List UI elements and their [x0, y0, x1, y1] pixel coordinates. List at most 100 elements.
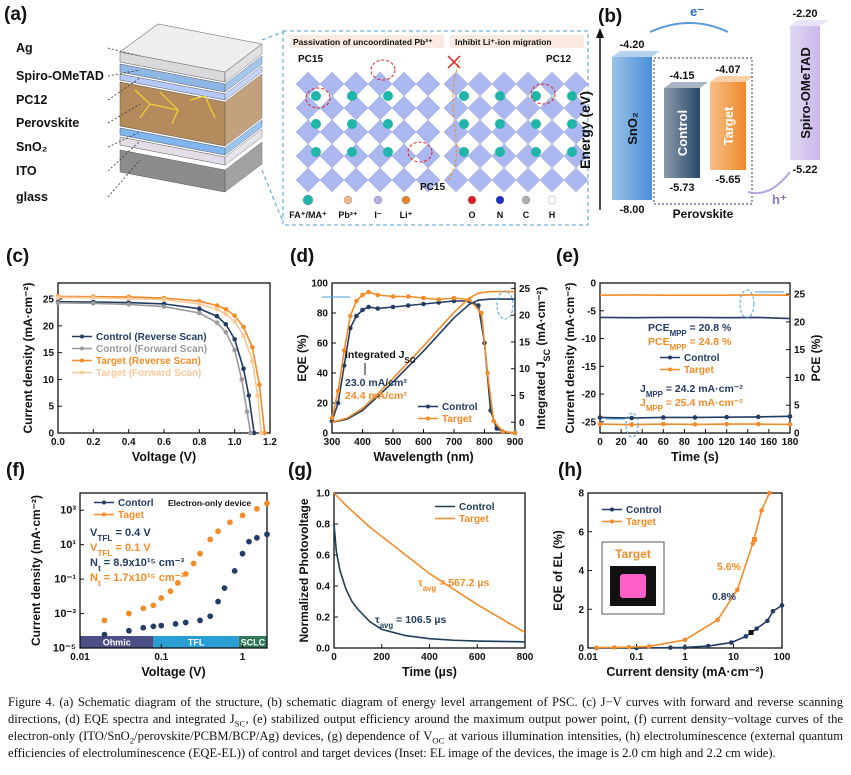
leader-line	[107, 131, 141, 148]
data-point	[765, 618, 770, 624]
annotation: VTFL = 0.4 V	[90, 527, 151, 543]
data-point	[241, 366, 246, 372]
x-axis-label: Voltage (V)	[141, 665, 205, 679]
data-point	[190, 560, 197, 567]
data-point	[715, 617, 720, 623]
series-line	[596, 492, 771, 649]
homo-value: -5.65	[715, 174, 740, 186]
data-point	[232, 336, 237, 342]
data-point	[724, 414, 729, 420]
device-layer-side	[224, 55, 263, 93]
panel-label-g: (g)	[288, 460, 312, 481]
axis-indicator-ellipse	[625, 412, 639, 438]
panel-label-a: (a)	[4, 4, 27, 25]
annotation: Nt = 1.7x10¹⁵ cm⁻³	[90, 572, 185, 588]
data-point	[360, 307, 365, 313]
legend-marker	[610, 519, 614, 524]
data-point	[227, 519, 233, 526]
legend-marker	[668, 355, 672, 360]
energy-band-bar	[790, 26, 820, 160]
data-point	[629, 422, 634, 427]
el-inset-title: Target	[615, 547, 651, 561]
y-axis-label: Normalized Photovoltage	[297, 498, 311, 642]
title-bg	[290, 35, 444, 48]
legend-marker	[610, 507, 614, 512]
leader-line	[107, 47, 141, 57]
data-point	[232, 319, 237, 324]
figure-caption: Figure 4. (a) Schematic diagram of the s…	[8, 695, 843, 760]
x-axis-label: Time (s)	[671, 450, 719, 464]
leader-line	[107, 140, 141, 172]
atom-legend-label: N	[497, 210, 504, 220]
data-point	[329, 415, 335, 421]
data-point	[241, 324, 246, 330]
region-band	[153, 636, 239, 648]
panel-label-f: (f)	[6, 460, 25, 481]
electron-label: e⁻	[690, 4, 704, 19]
perovskite-group-label: Perovskite	[673, 207, 734, 221]
y-tick-label: 2	[578, 605, 584, 616]
cation-sphere	[567, 91, 577, 101]
chart-c: 0.0 0.2 0.4 0.6 0.8 1.0 1.2 0 5 10 15 20 25 Voltage (…	[21, 282, 277, 464]
crystal-title-left: Passivation of uncoordinated Pb²⁺	[293, 37, 433, 47]
figure: (a) (b) (c) (d) (e) (f) (g) (h) Ag Spiro-OMeTAD PC…	[4, 4, 828, 679]
y2-tick-label: 0	[519, 418, 525, 429]
x-axis-label: Wavelength (nm)	[373, 450, 473, 464]
y-tick-label: 0.4	[316, 582, 330, 593]
series-line	[333, 523, 526, 643]
legend-label: Target	[442, 414, 472, 425]
lumo-value: -4.07	[715, 64, 740, 76]
y-tick-label: 10³	[60, 505, 76, 517]
octahedron	[539, 167, 565, 193]
legend-marker	[426, 404, 430, 409]
x-axis-label: Time (µs)	[402, 665, 457, 679]
data-point	[735, 587, 740, 593]
data-point	[221, 585, 228, 592]
device-layer-side	[224, 65, 263, 101]
y-tick-label: 10⁻¹	[54, 574, 76, 586]
data-point	[182, 619, 189, 626]
homo-value: -5.73	[669, 182, 694, 194]
data-point	[223, 311, 229, 317]
leader-line	[107, 77, 141, 101]
octahedron	[563, 167, 589, 193]
data-point	[161, 304, 167, 309]
annotation: 23.0 mA/cm²	[345, 377, 407, 389]
data-point	[354, 298, 359, 304]
panel-label-c: (c)	[6, 246, 29, 267]
data-point	[390, 294, 396, 299]
series-line	[333, 492, 526, 634]
molecule-label: PC15	[298, 54, 323, 65]
y-tick-label: 10⁻³	[54, 608, 76, 620]
y2-tick-label: 25	[794, 290, 806, 301]
legend-marker	[668, 367, 672, 372]
data-point	[485, 370, 490, 376]
x-tick-label: 600	[415, 437, 432, 448]
x-tick-label: 1.0	[228, 437, 242, 448]
y2-tick-label: 20	[519, 311, 531, 322]
axis-indicator-ellipse	[496, 290, 514, 320]
x-tick-label: 0	[597, 437, 603, 448]
legend-label: Control	[626, 505, 662, 516]
homo-value: -5.22	[792, 164, 817, 176]
lumo-value: -4.20	[619, 39, 644, 51]
data-point	[494, 426, 500, 431]
data-point	[248, 430, 253, 436]
y-axis-label: EQE (%)	[295, 334, 309, 381]
title-bg	[450, 35, 584, 48]
cation-sphere	[347, 147, 357, 157]
y-tick-label: 100	[311, 279, 328, 290]
atom-legend-label: FA⁺/MA⁺	[289, 210, 327, 220]
y-tick-label: 1.0	[316, 489, 330, 500]
data-point	[255, 393, 260, 398]
data-point	[214, 313, 220, 319]
device-layer-side	[224, 119, 263, 156]
legend-marker	[102, 512, 106, 517]
energy-band-top	[790, 20, 828, 26]
data-point	[214, 303, 220, 308]
legend-marker	[80, 334, 84, 339]
hole-label: h⁺	[772, 192, 787, 207]
blocked-cross-icon	[447, 55, 461, 69]
y-tick-label: 0.0	[316, 644, 330, 655]
octahedron	[467, 167, 493, 193]
